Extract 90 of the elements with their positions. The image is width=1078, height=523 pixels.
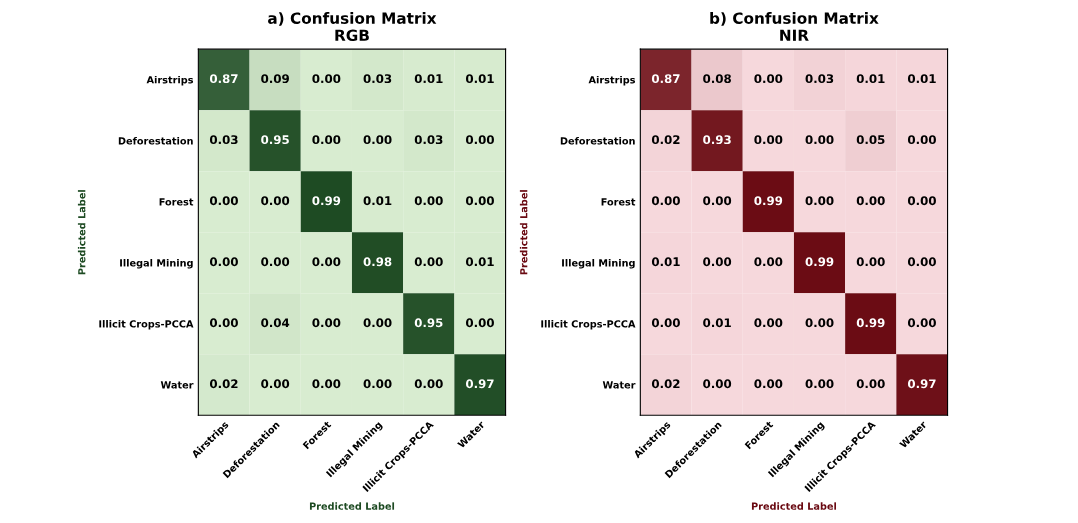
data-label: 0.08 bbox=[703, 74, 731, 84]
data-label: 0.00 bbox=[754, 257, 783, 267]
data-label: 0.01 bbox=[414, 74, 443, 84]
data-label: 0.99 bbox=[856, 318, 885, 328]
data-label: 0.00 bbox=[805, 135, 834, 145]
data-label: 0.00 bbox=[856, 196, 885, 206]
data-label: 0.01 bbox=[856, 74, 885, 84]
data-label: 0.01 bbox=[651, 257, 680, 267]
data-label: 0.00 bbox=[907, 318, 936, 328]
y-tick-label: Water bbox=[602, 381, 636, 389]
data-label: 0.95 bbox=[261, 135, 289, 145]
data-label: 0.00 bbox=[363, 318, 392, 328]
y-tick-label: Deforestation bbox=[118, 136, 193, 145]
data-label: 0.00 bbox=[805, 379, 834, 389]
data-label: 0.97 bbox=[465, 379, 494, 389]
data-label: 0.00 bbox=[907, 257, 936, 267]
data-label: 0.00 bbox=[414, 257, 443, 267]
x-axis-title: Predicted Label bbox=[751, 502, 837, 510]
data-label: 0.00 bbox=[414, 379, 443, 389]
data-label: 0.00 bbox=[805, 318, 834, 328]
data-label: 0.99 bbox=[312, 196, 341, 206]
data-label: 0.00 bbox=[312, 74, 341, 84]
chart-title: a) Confusion Matrix RGB bbox=[268, 12, 437, 42]
data-label: 0.00 bbox=[414, 196, 443, 206]
data-label: 0.00 bbox=[907, 135, 936, 145]
data-label: 0.00 bbox=[363, 379, 392, 389]
data-label: 0.00 bbox=[261, 379, 290, 389]
data-label: 0.95 bbox=[414, 318, 443, 328]
y-tick-label: Airstrips bbox=[588, 75, 636, 86]
x-axis-title: Predicted Label bbox=[309, 502, 395, 510]
y-tick-label: Deforestation bbox=[560, 136, 635, 145]
data-label: 0.00 bbox=[856, 379, 885, 389]
data-label: 0.04 bbox=[261, 318, 290, 328]
data-label: 0.00 bbox=[907, 196, 936, 206]
y-tick-label: Illicit Crops-PCCA bbox=[541, 320, 636, 330]
chart-title: b) Confusion Matrix NIR bbox=[710, 12, 879, 41]
data-label: 0.00 bbox=[856, 257, 885, 267]
data-label: 0.00 bbox=[465, 196, 494, 206]
data-label: 0.00 bbox=[312, 318, 341, 328]
data-label: 0.00 bbox=[651, 318, 680, 328]
y-tick-label: Forest bbox=[159, 198, 194, 206]
data-label: 0.00 bbox=[754, 318, 783, 328]
y-tick-label: Water bbox=[160, 381, 194, 389]
y-tick-label: Illegal Mining bbox=[120, 259, 193, 269]
data-label: 0.00 bbox=[209, 318, 238, 328]
data-label: 0.01 bbox=[907, 74, 936, 84]
data-label: 0.03 bbox=[209, 135, 238, 145]
data-label: 0.00 bbox=[805, 196, 834, 206]
data-label: 0.87 bbox=[651, 74, 680, 84]
data-label: 0.00 bbox=[754, 74, 783, 84]
data-label: 0.00 bbox=[209, 196, 238, 206]
data-label: 0.97 bbox=[907, 379, 936, 389]
data-label: 0.02 bbox=[651, 135, 680, 145]
data-label: 0.00 bbox=[754, 135, 783, 145]
data-label: 0.01 bbox=[363, 196, 392, 206]
data-label: 0.00 bbox=[754, 379, 783, 389]
y-axis-title: Predicted Label bbox=[519, 190, 528, 275]
data-label: 0.00 bbox=[465, 318, 494, 328]
data-label: 0.00 bbox=[703, 196, 732, 206]
data-label: 0.01 bbox=[465, 74, 494, 84]
y-tick-label: Forest bbox=[601, 198, 636, 206]
data-label: 0.05 bbox=[856, 135, 885, 145]
data-label: 0.00 bbox=[261, 257, 290, 267]
data-label: 0.99 bbox=[754, 196, 783, 206]
y-tick-label: Illicit Crops-PCCA bbox=[99, 320, 194, 330]
data-label: 0.03 bbox=[805, 74, 834, 84]
data-label: 0.03 bbox=[363, 74, 392, 84]
data-label: 0.00 bbox=[703, 257, 732, 267]
data-label: 0.98 bbox=[363, 257, 392, 267]
data-label: 0.00 bbox=[363, 135, 392, 145]
data-label: 0.00 bbox=[651, 196, 680, 206]
data-label: 0.00 bbox=[312, 135, 341, 145]
data-label: 0.00 bbox=[312, 379, 341, 389]
data-label: 0.01 bbox=[465, 257, 494, 267]
data-label: 0.00 bbox=[703, 379, 732, 389]
y-axis-title: Predicted Label bbox=[77, 190, 86, 275]
data-label: 0.00 bbox=[312, 257, 341, 267]
data-label: 0.00 bbox=[465, 135, 494, 145]
data-label: 0.02 bbox=[651, 379, 680, 389]
data-label: 0.09 bbox=[261, 74, 289, 84]
data-label: 0.00 bbox=[261, 196, 290, 206]
data-label: 0.00 bbox=[209, 257, 238, 267]
y-tick-label: Illegal Mining bbox=[562, 259, 635, 269]
data-label: 0.87 bbox=[209, 74, 238, 84]
y-tick-label: Airstrips bbox=[146, 75, 194, 86]
data-label: 0.03 bbox=[414, 135, 443, 145]
data-label: 0.02 bbox=[209, 379, 238, 389]
data-label: 0.99 bbox=[805, 257, 834, 267]
data-label: 0.01 bbox=[703, 318, 731, 328]
data-label: 0.93 bbox=[703, 135, 731, 145]
